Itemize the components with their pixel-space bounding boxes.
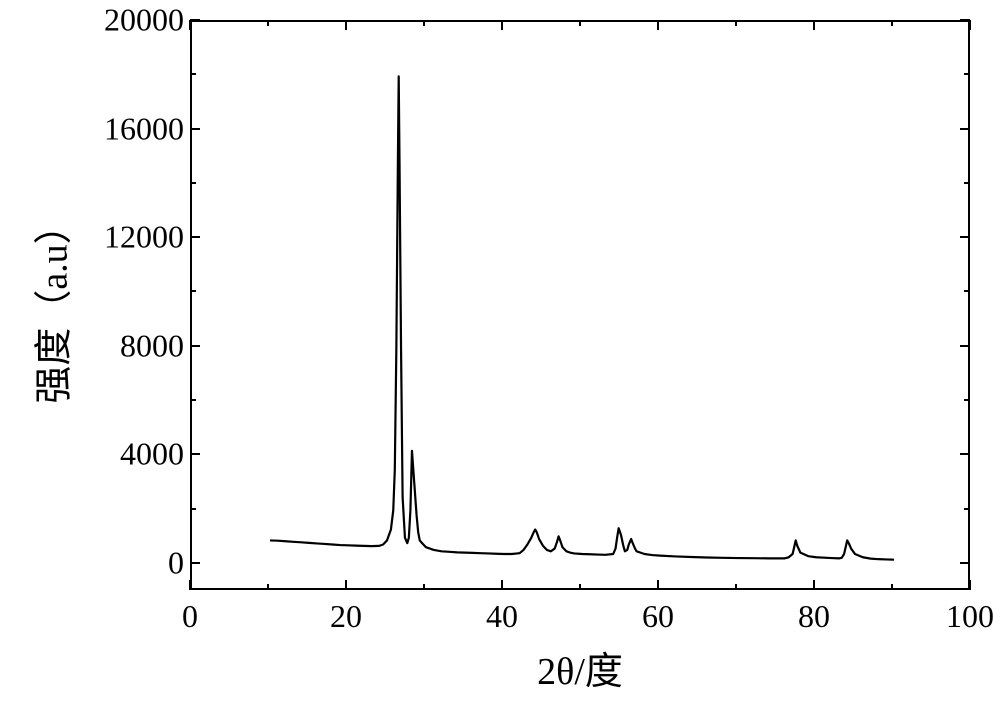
x-tick: [969, 580, 971, 590]
y-tick: [190, 453, 200, 455]
x-tick-label: 20: [330, 598, 362, 635]
x-tick: [189, 580, 191, 590]
y-tick: [190, 128, 200, 130]
x-tick: [267, 20, 269, 26]
y-tick-label: 12000: [88, 219, 184, 256]
y-tick-label: 0: [158, 544, 184, 581]
y-tick: [190, 290, 196, 292]
y-tick: [960, 128, 970, 130]
xrd-line-plot: [192, 22, 972, 592]
x-tick: [579, 20, 581, 26]
x-tick-label: 80: [798, 598, 830, 635]
x-tick: [189, 20, 191, 30]
x-tick: [423, 20, 425, 26]
y-tick: [964, 399, 970, 401]
y-tick: [190, 236, 200, 238]
x-tick: [969, 20, 971, 30]
y-tick: [964, 73, 970, 75]
y-tick: [960, 453, 970, 455]
y-tick: [190, 19, 200, 21]
y-tick: [964, 182, 970, 184]
y-tick: [190, 345, 200, 347]
x-tick-label: 40: [486, 598, 518, 635]
y-tick-label: 8000: [106, 327, 184, 364]
y-tick: [960, 562, 970, 564]
y-tick: [190, 182, 196, 184]
y-tick: [964, 508, 970, 510]
y-tick: [190, 562, 200, 564]
x-tick: [813, 580, 815, 590]
x-tick: [579, 584, 581, 590]
xrd-chart: 0 20 40 60 80 100 0 4000 8000 12000 16000 20000 2θ/…: [0, 0, 1000, 715]
x-tick: [891, 20, 893, 26]
y-tick: [960, 345, 970, 347]
y-tick: [190, 73, 196, 75]
x-tick: [345, 580, 347, 590]
x-tick: [657, 580, 659, 590]
x-tick: [345, 20, 347, 30]
y-tick: [190, 399, 196, 401]
x-tick: [267, 584, 269, 590]
x-tick-label: 60: [642, 598, 674, 635]
x-tick-label: 100: [946, 598, 994, 635]
x-tick: [657, 20, 659, 30]
y-axis-label: 强度（a.u）: [23, 206, 78, 403]
y-tick: [960, 19, 970, 21]
x-tick: [891, 584, 893, 590]
x-tick: [501, 580, 503, 590]
y-tick-label: 4000: [106, 436, 184, 473]
plot-area: [190, 20, 970, 590]
x-tick: [735, 584, 737, 590]
y-tick: [190, 508, 196, 510]
y-tick-label: 20000: [88, 2, 184, 39]
x-tick: [423, 584, 425, 590]
x-tick: [735, 20, 737, 26]
x-tick: [501, 20, 503, 30]
y-tick: [964, 290, 970, 292]
x-tick: [813, 20, 815, 30]
y-tick-label: 16000: [88, 110, 184, 147]
y-tick: [960, 236, 970, 238]
x-tick-label: 0: [182, 598, 198, 635]
x-axis-label: 2θ/度: [537, 640, 623, 695]
